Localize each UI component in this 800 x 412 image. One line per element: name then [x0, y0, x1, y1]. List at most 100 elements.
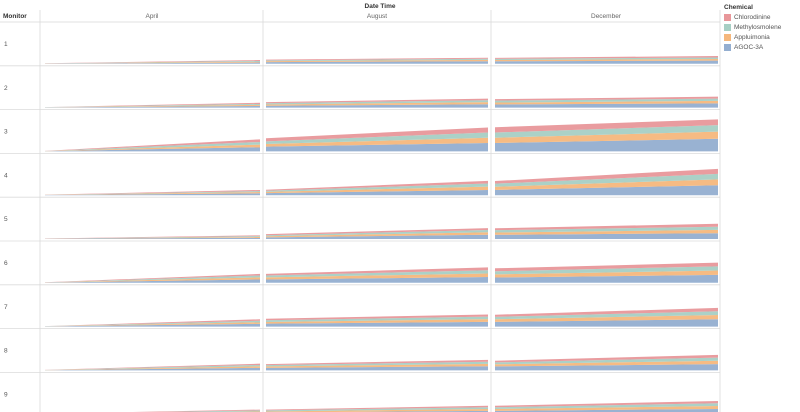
column-header-december: December: [591, 13, 622, 20]
area-chlorodinine-monitor-1-august: [266, 57, 488, 61]
area-methylosmolene-monitor-2-april: [45, 103, 260, 108]
row-label: 3: [4, 129, 8, 136]
area-methylosmolene-monitor-2-august: [266, 100, 488, 105]
area-appluimonia-monitor-5-december: [495, 229, 718, 235]
column-header-april: April: [145, 13, 159, 20]
area-methylosmolene-monitor-3-december: [495, 125, 718, 138]
legend-item-methylosmolene[interactable]: Methylosmolene: [724, 22, 798, 32]
area-chlorodinine-monitor-9-august: [266, 405, 488, 411]
area-chlorodinine-monitor-6-august: [266, 267, 488, 276]
area-methylosmolene-monitor-8-december: [495, 357, 718, 365]
area-appluimonia-monitor-4-april: [45, 192, 260, 195]
area-appluimonia-monitor-7-december: [495, 315, 718, 322]
area-agoc-3a-monitor-5-april: [45, 237, 260, 239]
row-label: 6: [4, 260, 8, 267]
chart-title: Date Time: [365, 3, 396, 10]
area-methylosmolene-monitor-8-april: [45, 364, 260, 371]
area-agoc-3a-monitor-3-august: [266, 143, 488, 152]
row-label: 2: [4, 85, 8, 92]
legend-item-chlorodinine[interactable]: Chlorodinine: [724, 12, 798, 22]
area-chlorodinine-monitor-3-december: [495, 119, 718, 133]
row-header: Monitor: [3, 13, 27, 20]
area-chlorodinine-monitor-7-april: [45, 319, 260, 327]
row-label: 4: [4, 172, 8, 179]
area-methylosmolene-monitor-3-august: [266, 132, 488, 145]
area-methylosmolene-monitor-2-december: [495, 98, 718, 103]
area-appluimonia-monitor-1-december: [495, 58, 718, 62]
legend-swatch: [724, 43, 731, 51]
area-agoc-3a-monitor-1-april: [45, 62, 260, 64]
area-chlorodinine-monitor-8-april: [45, 363, 260, 370]
area-chlorodinine-monitor-2-december: [495, 96, 718, 101]
area-appluimonia-monitor-8-august: [266, 363, 488, 368]
legend-title: Chemical: [724, 4, 753, 11]
area-methylosmolene-monitor-7-august: [266, 316, 488, 322]
legend-item-appluimonia[interactable]: Appluimonia: [724, 32, 798, 42]
area-chlorodinine-monitor-1-april: [45, 60, 260, 64]
row-labels: 1 2 3 4 5 6 7 8 9: [4, 41, 8, 398]
area-agoc-3a-monitor-4-december: [495, 185, 718, 196]
area-appluimonia-monitor-1-august: [266, 59, 488, 63]
legend-label: AGOC-3A: [734, 43, 764, 51]
legend-label: Appluimonia: [734, 33, 770, 41]
area-agoc-3a-monitor-7-april: [45, 323, 260, 327]
area-agoc-3a-monitor-5-august: [266, 234, 488, 239]
area-appluimonia-monitor-6-december: [495, 270, 718, 278]
legend-item-agoc-3a[interactable]: AGOC-3A: [724, 42, 798, 52]
area-agoc-3a-monitor-1-december: [495, 60, 718, 64]
area-methylosmolene-monitor-8-august: [266, 361, 488, 367]
area-chlorodinine-monitor-3-august: [266, 127, 488, 142]
area-methylosmolene-monitor-9-august: [266, 407, 488, 412]
area-agoc-3a-monitor-2-august: [266, 104, 488, 108]
legend-swatch: [724, 13, 731, 21]
area-appluimonia-monitor-4-august: [266, 186, 488, 194]
area-appluimonia-monitor-3-april: [45, 144, 260, 152]
area-methylosmolene-monitor-5-august: [266, 229, 488, 237]
area-chlorodinine-monitor-5-december: [495, 223, 718, 231]
area-chlorodinine-monitor-1-december: [495, 56, 718, 59]
area-methylosmolene-monitor-7-april: [45, 320, 260, 327]
area-chlorodinine-monitor-8-december: [495, 354, 718, 363]
area-chlorodinine-monitor-4-december: [495, 168, 718, 184]
area-agoc-3a-monitor-6-august: [266, 277, 488, 283]
area-agoc-3a-monitor-2-december: [495, 103, 718, 108]
area-appluimonia-monitor-3-december: [495, 131, 718, 143]
area-agoc-3a-monitor-5-december: [495, 233, 718, 239]
row-label: 9: [4, 391, 8, 398]
area-appluimonia-monitor-5-april: [45, 236, 260, 239]
area-appluimonia-monitor-7-april: [45, 322, 260, 327]
legend-swatch: [724, 23, 731, 31]
area-appluimonia-monitor-6-april: [45, 277, 260, 283]
grid-lines: [0, 10, 721, 412]
area-methylosmolene-monitor-7-december: [495, 311, 718, 320]
area-marks: [45, 56, 718, 412]
column-header-august: August: [367, 13, 387, 20]
area-agoc-3a-monitor-4-august: [266, 189, 488, 196]
area-methylosmolene-monitor-4-april: [45, 191, 260, 195]
area-appluimonia-monitor-2-december: [495, 100, 718, 105]
area-chlorodinine-monitor-7-december: [495, 307, 718, 317]
area-chlorodinine-monitor-9-april: [132, 409, 260, 412]
area-appluimonia-monitor-8-april: [45, 366, 260, 371]
area-agoc-3a-monitor-9-december: [495, 408, 718, 412]
area-methylosmolene-monitor-1-december: [495, 57, 718, 61]
legend-label: Chlorodinine: [734, 13, 771, 21]
legend: Chemical Chlorodinine Methylosmolene App…: [724, 3, 798, 52]
area-chlorodinine-monitor-6-december: [495, 262, 718, 272]
area-chlorodinine-monitor-2-august: [266, 98, 488, 104]
area-methylosmolene-monitor-5-april: [45, 236, 260, 239]
row-label: 5: [4, 216, 8, 223]
row-label: 1: [4, 41, 8, 48]
area-agoc-3a-monitor-8-april: [45, 367, 260, 371]
area-appluimonia-monitor-4-december: [495, 179, 718, 190]
area-chlorodinine-monitor-8-august: [266, 359, 488, 366]
area-agoc-3a-monitor-7-december: [495, 319, 718, 327]
area-agoc-3a-monitor-4-april: [45, 193, 260, 196]
area-methylosmolene-monitor-5-december: [495, 226, 718, 233]
area-appluimonia-monitor-9-december: [495, 406, 718, 411]
row-label: 8: [4, 348, 8, 355]
legend-label: Methylosmolene: [734, 23, 782, 31]
area-chlorodinine-monitor-9-december: [495, 400, 718, 408]
area-appluimonia-monitor-2-august: [266, 102, 488, 106]
area-agoc-3a-monitor-6-april: [45, 279, 260, 283]
